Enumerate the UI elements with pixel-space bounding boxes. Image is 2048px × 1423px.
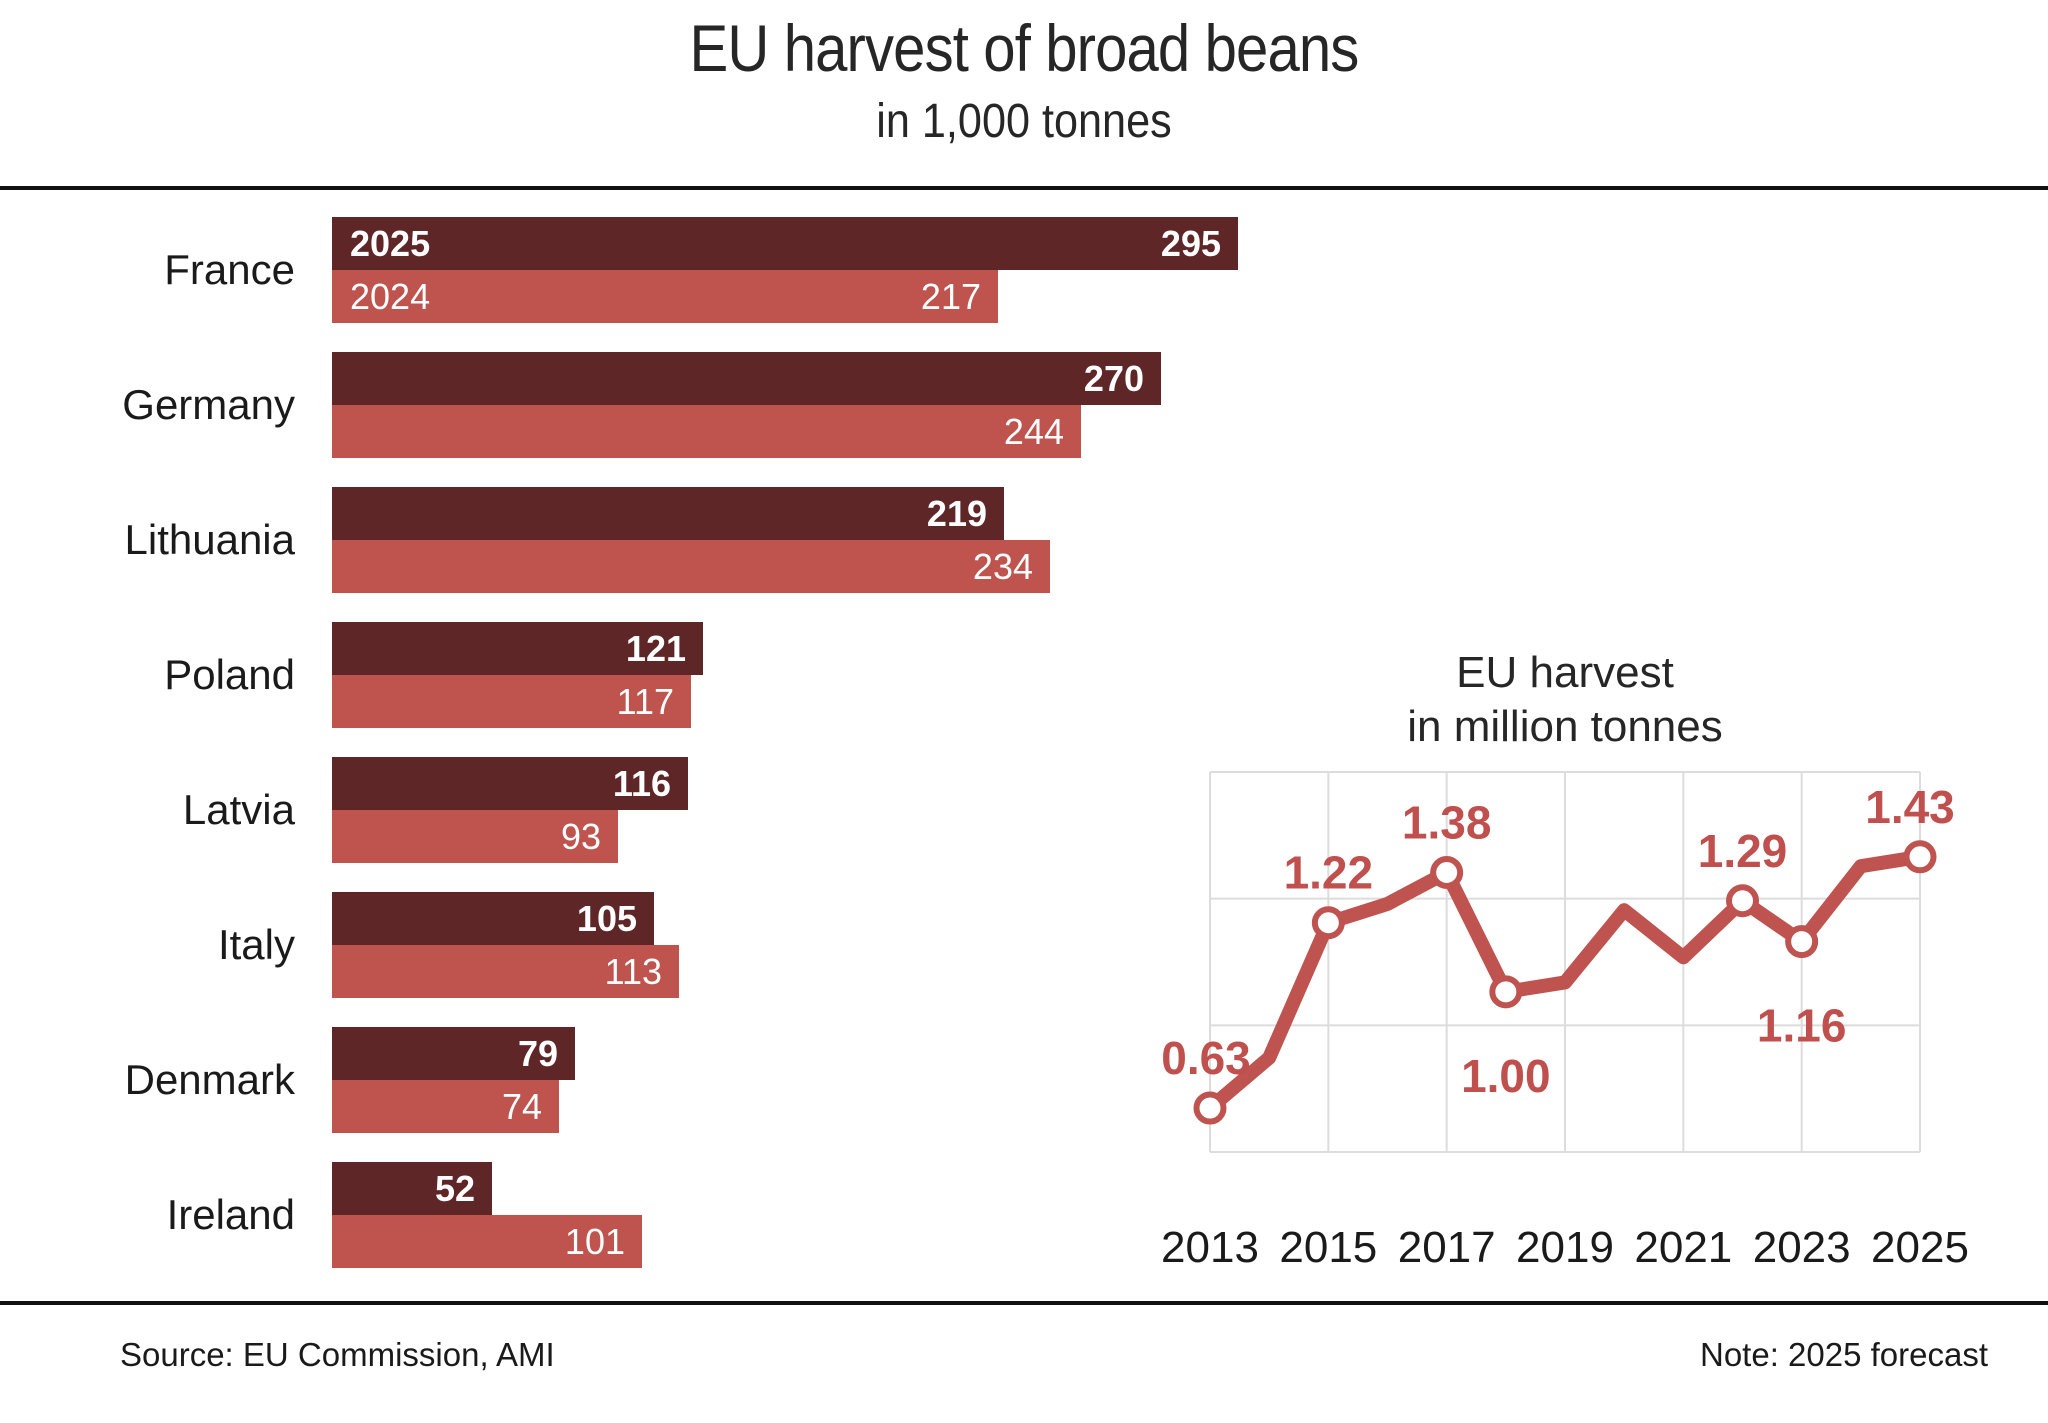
series-label-2024: 2024 bbox=[350, 276, 431, 317]
value-2025-poland: 121 bbox=[625, 628, 686, 669]
value-2024-italy: 113 bbox=[604, 951, 662, 992]
point-label-2013: 0.63 bbox=[1161, 1032, 1251, 1084]
point-label-2018: 1.00 bbox=[1461, 1050, 1551, 1102]
source-note: Source: EU Commission, AMI bbox=[120, 1336, 555, 1373]
bar-2025-latvia: 116 bbox=[332, 757, 688, 810]
data-point-2025 bbox=[1903, 840, 1937, 874]
bar-2025-lithuania: 219 bbox=[332, 487, 1004, 540]
bar-2024-france: 2024 217 bbox=[332, 270, 998, 323]
data-point-markers bbox=[1193, 840, 1937, 1125]
bar-2025-france: 2025 295 bbox=[332, 217, 1238, 270]
bar-2024-lithuania: 234 bbox=[332, 540, 1050, 593]
bar-row-ireland: Ireland 52 101 bbox=[0, 1162, 2048, 1268]
page-subtitle: in 1,000 tonnes bbox=[876, 95, 1172, 148]
value-2025-france: 295 bbox=[1160, 223, 1221, 264]
bar-2024-latvia: 93 bbox=[332, 810, 618, 863]
x-tick-2019: 2019 bbox=[1516, 1223, 1614, 1272]
bar-row-france: France 2025 295 2024 217 bbox=[0, 217, 2048, 323]
point-label-2023: 1.16 bbox=[1757, 1000, 1847, 1052]
country-label-poland: Poland bbox=[164, 651, 295, 698]
country-label-lithuania: Lithuania bbox=[124, 516, 295, 563]
point-value-labels: 0.63 1.22 1.38 1.00 1.29 1.16 1.43 bbox=[1161, 781, 1955, 1102]
top-divider bbox=[0, 186, 2048, 190]
bar-row-lithuania: Lithuania 219 234 bbox=[0, 487, 2048, 593]
data-point-2018 bbox=[1489, 975, 1523, 1009]
country-label-france: France bbox=[164, 246, 295, 293]
inset-chart-title: EU harvest in million tonnes bbox=[1210, 646, 1920, 754]
x-tick-2021: 2021 bbox=[1634, 1223, 1732, 1272]
data-point-2023 bbox=[1785, 925, 1819, 959]
header: EU harvest of broad beans in 1,000 tonne… bbox=[0, 10, 2048, 149]
point-label-2025: 1.43 bbox=[1865, 781, 1955, 833]
bar-2024-denmark: 74 bbox=[332, 1080, 559, 1133]
bar-2025-italy: 105 bbox=[332, 892, 654, 945]
bar-2024-germany: 244 bbox=[332, 405, 1081, 458]
value-2024-france: 217 bbox=[920, 276, 981, 317]
x-tick-2025: 2025 bbox=[1871, 1223, 1969, 1272]
bar-row-denmark: Denmark 79 74 bbox=[0, 1027, 2048, 1133]
bar-2025-germany: 270 bbox=[332, 352, 1161, 405]
bar-2024-ireland: 101 bbox=[332, 1215, 642, 1268]
value-2025-lithuania: 219 bbox=[926, 493, 987, 534]
inset-title-line1: EU harvest bbox=[1456, 648, 1674, 697]
point-label-2015: 1.22 bbox=[1284, 847, 1374, 899]
value-2024-lithuania: 234 bbox=[972, 546, 1033, 587]
value-2024-poland: 117 bbox=[616, 681, 674, 722]
country-label-italy: Italy bbox=[217, 921, 295, 968]
bottom-divider bbox=[0, 1301, 2048, 1305]
country-label-germany: Germany bbox=[122, 381, 295, 428]
value-2024-denmark: 74 bbox=[501, 1086, 542, 1127]
value-2025-denmark: 79 bbox=[517, 1033, 558, 1074]
data-point-2013 bbox=[1193, 1091, 1227, 1125]
value-2025-latvia: 116 bbox=[612, 763, 671, 804]
data-point-2015 bbox=[1311, 906, 1345, 940]
bar-2025-denmark: 79 bbox=[332, 1027, 575, 1080]
bar-row-latvia: Latvia 116 93 bbox=[0, 757, 2048, 863]
point-label-2022: 1.29 bbox=[1698, 825, 1788, 877]
value-2024-ireland: 101 bbox=[564, 1221, 625, 1262]
bar-2025-poland: 121 bbox=[332, 622, 703, 675]
page-title: EU harvest of broad beans bbox=[689, 11, 1360, 85]
inset-grid bbox=[1209, 771, 1921, 1153]
x-tick-2017: 2017 bbox=[1398, 1223, 1496, 1272]
country-label-latvia: Latvia bbox=[182, 786, 295, 833]
series-label-2025: 2025 bbox=[350, 223, 431, 264]
bar-row-germany: Germany 270 244 bbox=[0, 352, 2048, 458]
value-2025-ireland: 52 bbox=[434, 1168, 475, 1209]
data-point-2022 bbox=[1726, 884, 1759, 918]
country-label-ireland: Ireland bbox=[166, 1191, 295, 1238]
point-label-2017: 1.38 bbox=[1402, 796, 1492, 848]
value-2025-germany: 270 bbox=[1083, 358, 1144, 399]
value-2025-italy: 105 bbox=[576, 898, 637, 939]
bar-2024-poland: 117 bbox=[332, 675, 691, 728]
bar-row-italy: Italy 105 113 bbox=[0, 892, 2048, 998]
x-tick-2023: 2023 bbox=[1753, 1223, 1851, 1272]
bar-chart: France 2025 295 2024 217 Germany 270 244 Lithuan… bbox=[0, 217, 2048, 1277]
value-2024-germany: 244 bbox=[1003, 411, 1064, 452]
inset-title-line2: in million tonnes bbox=[1407, 702, 1723, 751]
forecast-note: Note: 2025 forecast bbox=[1699, 1336, 1988, 1373]
bar-2024-italy: 113 bbox=[332, 945, 679, 998]
value-2024-latvia: 93 bbox=[560, 816, 601, 857]
country-label-denmark: Denmark bbox=[124, 1056, 295, 1103]
x-tick-2015: 2015 bbox=[1279, 1223, 1377, 1272]
x-axis-labels: 2013 2015 2017 2019 2021 2023 2025 bbox=[1161, 1223, 1969, 1272]
data-point-2017 bbox=[1430, 855, 1464, 889]
x-tick-2013: 2013 bbox=[1161, 1223, 1259, 1272]
bar-2025-ireland: 52 bbox=[332, 1162, 492, 1215]
bar-row-poland: Poland 121 117 bbox=[0, 622, 2048, 728]
